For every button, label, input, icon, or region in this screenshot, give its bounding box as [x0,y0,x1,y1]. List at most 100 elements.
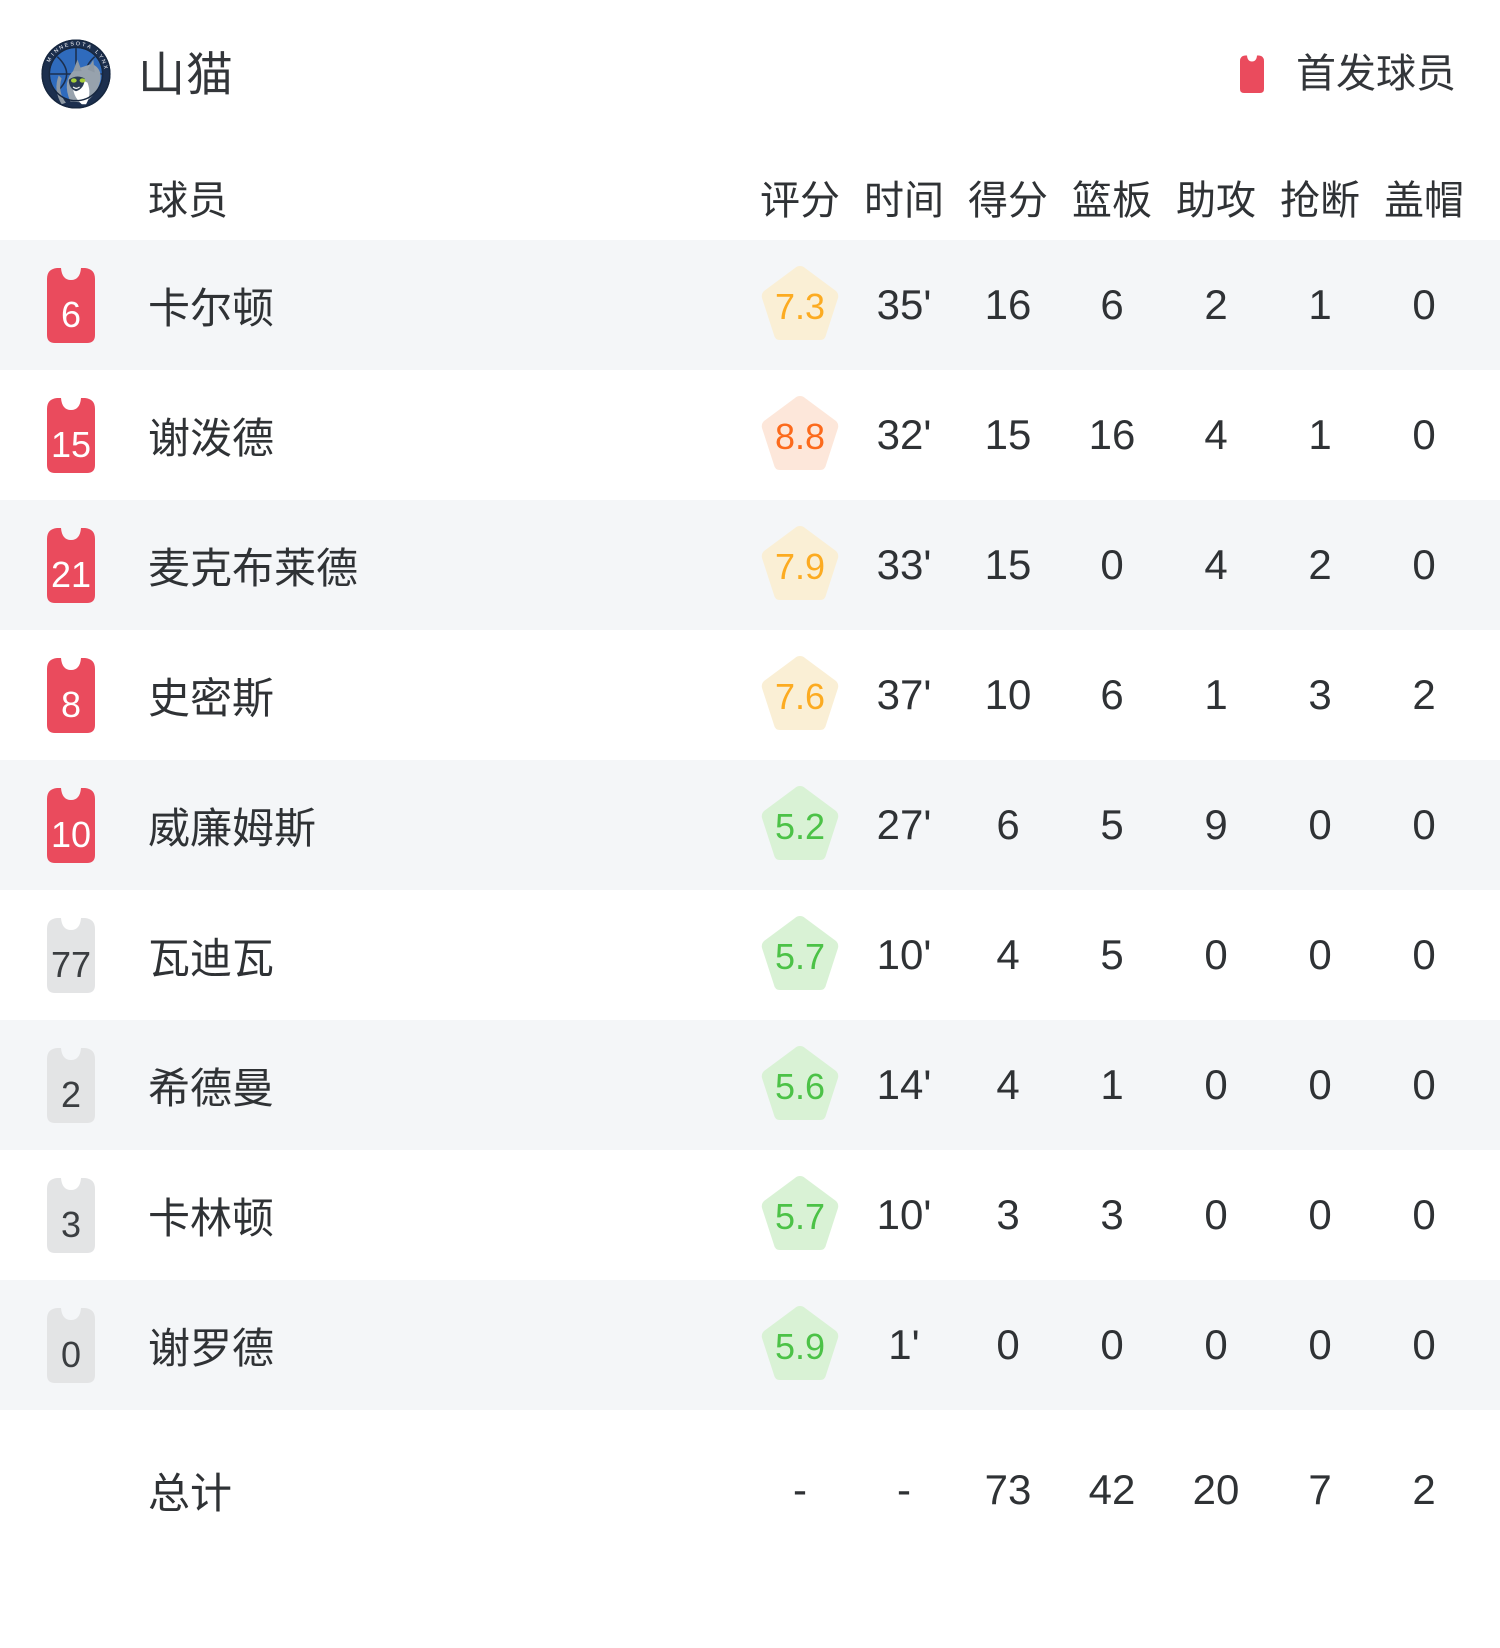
player-rating-cell: 5.2 [748,782,852,868]
svg-text:X: X [102,65,109,70]
starters-legend: 首发球员 [1230,53,1456,95]
stat-assists: 4 [1204,541,1228,588]
column-header-points[interactable]: 得分 [968,179,1048,223]
table-row[interactable]: 0 谢罗德 5.9 1' 0 0 0 0 0 [0,1280,1500,1410]
stat-points: 6 [996,801,1020,848]
rating-badge: 7.6 [758,652,842,738]
table-row[interactable]: 21 麦克布莱德 7.9 33' 15 0 4 2 0 [0,500,1500,630]
stat-points: 15 [984,541,1032,588]
stat-rebounds: 0 [1100,541,1124,588]
player-name[interactable]: 谢罗德 [148,1324,275,1372]
starter-jersey-icon: 8 [33,653,109,737]
column-header-rating[interactable]: 评分 [760,179,840,223]
table-body: 6 卡尔顿 7.3 35' 16 6 2 1 0 15 谢泼德 8.8 32' 15 16 4 1 0 21 麦克布莱… [0,240,1500,1410]
svg-text:O: O [76,41,81,47]
stat-blocks: 0 [1412,1321,1436,1368]
bench-jersey-icon: 77 [33,913,109,997]
column-header-assists[interactable]: 助攻 [1176,179,1256,223]
team-header: M I N N E S O T A L Y N X 山猫 [0,0,1500,148]
column-header-rebounds[interactable]: 篮板 [1072,179,1152,223]
table-row[interactable]: 10 威廉姆斯 5.2 27' 6 5 9 0 0 [0,760,1500,890]
totals-points: 73 [984,1466,1032,1513]
bench-jersey-icon: 3 [33,1173,109,1257]
table-row[interactable]: 6 卡尔顿 7.3 35' 16 6 2 1 0 [0,240,1500,370]
rating-badge: 5.7 [758,912,842,998]
stat-blocks: 0 [1412,541,1436,588]
jersey-number: 8 [60,684,82,725]
stat-minutes: 10' [876,1191,932,1238]
jersey-number: 6 [60,294,82,335]
player-name[interactable]: 威廉姆斯 [148,804,317,852]
stat-steals: 0 [1308,801,1332,848]
player-rating-cell: 5.7 [748,1172,852,1258]
player-rating-cell: 8.8 [748,392,852,478]
stat-minutes: 37' [876,671,932,718]
stat-blocks: 0 [1412,1191,1436,1238]
stat-points: 3 [996,1191,1020,1238]
rating-value: 7.3 [774,285,826,327]
player-rating-cell: 5.7 [748,912,852,998]
player-name[interactable]: 卡尔顿 [148,284,275,332]
player-name[interactable]: 卡林顿 [148,1194,275,1242]
totals-blocks: 2 [1412,1466,1436,1513]
starter-jersey-icon: 10 [33,783,109,867]
minnesota-lynx-logo-icon: M I N N E S O T A L Y N X [41,39,111,109]
totals-row: 总计 - - 73 42 20 7 2 [0,1410,1500,1570]
stat-minutes: 32' [876,411,932,458]
totals-rebounds: 42 [1088,1466,1136,1513]
table-row[interactable]: 2 希德曼 5.6 14' 4 1 0 0 0 [0,1020,1500,1150]
stat-rebounds: 6 [1100,281,1124,328]
jersey-number: 3 [60,1204,82,1245]
svg-text:I: I [50,52,56,57]
svg-text:Y: Y [97,54,104,61]
player-rating-cell: 7.6 [748,652,852,738]
stat-blocks: 0 [1412,931,1436,978]
player-name[interactable]: 麦克布莱德 [148,544,359,592]
player-rating-cell: 7.3 [748,262,852,348]
stat-points: 15 [984,411,1032,458]
svg-text:N: N [100,59,107,65]
stat-steals: 0 [1308,1061,1332,1108]
player-jersey-cell: 15 [0,393,142,477]
table-row[interactable]: 77 瓦迪瓦 5.7 10' 4 5 0 0 0 [0,890,1500,1020]
column-header-player[interactable]: 球员 [148,179,228,223]
rating-badge: 5.6 [758,1042,842,1128]
starters-legend-label: 首发球员 [1296,52,1456,96]
stat-rebounds: 16 [1088,411,1136,458]
stat-steals: 2 [1308,541,1332,588]
stat-blocks: 0 [1412,1061,1436,1108]
stat-assists: 2 [1204,281,1228,328]
totals-label: 总计 [148,1469,233,1517]
stat-steals: 0 [1308,931,1332,978]
svg-text:L: L [93,49,100,56]
table-row[interactable]: 3 卡林顿 5.7 10' 3 3 0 0 0 [0,1150,1500,1280]
stat-rebounds: 1 [1100,1061,1124,1108]
stat-rebounds: 5 [1100,801,1124,848]
starter-jersey-icon: 21 [33,523,109,607]
column-header-steals[interactable]: 抢断 [1280,179,1360,223]
rating-badge: 8.8 [758,392,842,478]
rating-value: 7.9 [774,545,826,587]
stat-assists: 1 [1204,671,1228,718]
totals-minutes: - [897,1466,911,1513]
player-name[interactable]: 希德曼 [148,1064,275,1112]
stat-minutes: 35' [876,281,932,328]
player-name[interactable]: 瓦迪瓦 [148,934,275,982]
player-rating-cell: 5.9 [748,1302,852,1388]
jersey-number: 21 [50,554,92,595]
stat-minutes: 14' [876,1061,932,1108]
svg-text:N: N [58,44,65,51]
stat-rebounds: 0 [1100,1321,1124,1368]
rating-value: 5.9 [774,1325,826,1367]
player-jersey-cell: 3 [0,1173,142,1257]
table-row[interactable]: 15 谢泼德 8.8 32' 15 16 4 1 0 [0,370,1500,500]
stat-assists: 0 [1204,931,1228,978]
table-row[interactable]: 8 史密斯 7.6 37' 10 6 1 3 2 [0,630,1500,760]
column-header-blocks[interactable]: 盖帽 [1384,179,1464,223]
team-identity[interactable]: M I N N E S O T A L Y N X 山猫 [40,38,234,110]
column-header-minutes[interactable]: 时间 [864,179,944,223]
player-name[interactable]: 谢泼德 [148,414,275,462]
player-name[interactable]: 史密斯 [148,674,275,722]
jersey-number: 15 [50,424,92,465]
bench-jersey-icon: 2 [33,1043,109,1127]
